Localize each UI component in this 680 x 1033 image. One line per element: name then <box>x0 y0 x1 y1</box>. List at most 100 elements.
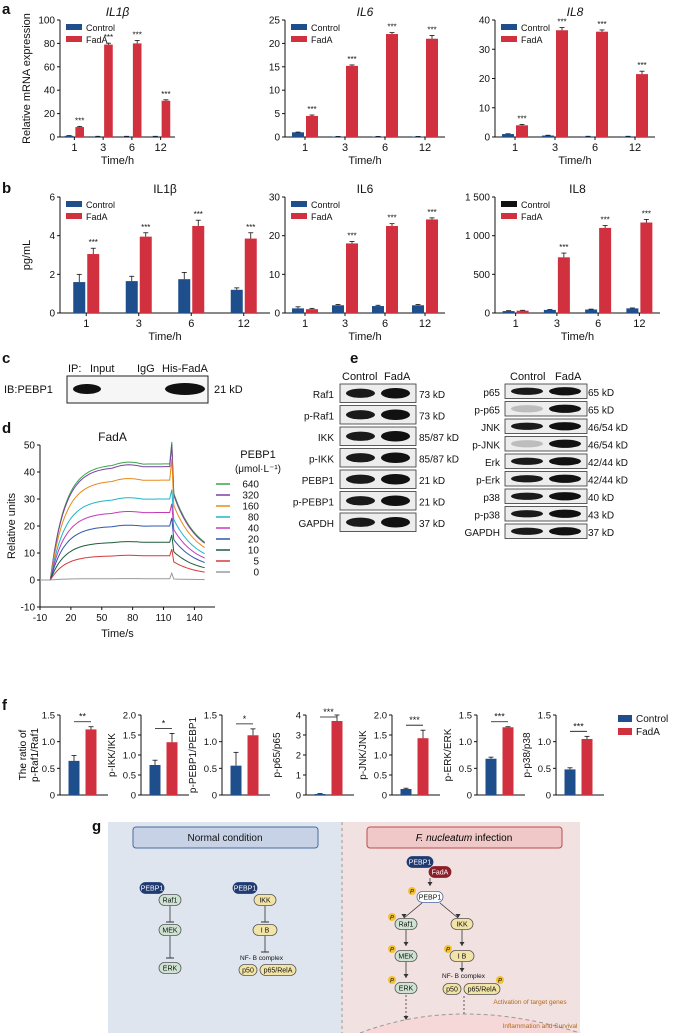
sensorgram-curve-40 <box>40 503 205 581</box>
y-tick-label: 1.5 <box>459 711 472 722</box>
x-tick-label: -10 <box>33 613 48 624</box>
legend-label: Control <box>521 23 550 33</box>
blot-band <box>511 510 543 518</box>
bar-control <box>73 282 86 313</box>
blot-band <box>346 388 375 398</box>
blot-kd-label: 85/87 kD <box>419 433 459 444</box>
significance-mark: *** <box>637 61 646 70</box>
legend-label: FadA <box>86 35 108 45</box>
x-tick-label: 1 <box>71 142 77 154</box>
blot-band <box>511 422 543 430</box>
blot-band <box>549 474 581 483</box>
x-tick-label: 12 <box>633 318 645 330</box>
x-tick-label: 6 <box>188 318 194 330</box>
node-fada <box>428 866 452 878</box>
node-erk <box>158 962 182 974</box>
bar-control <box>542 135 554 137</box>
y-tick-label: 0.5 <box>42 764 55 775</box>
blot-band <box>346 496 375 506</box>
y-tick-label: 30 <box>24 495 36 506</box>
y-tick-label: 0 <box>274 309 280 320</box>
node-ib <box>252 924 278 936</box>
blot-row-label: p-p38 <box>474 510 500 521</box>
blot-band <box>549 404 581 413</box>
bar-fada <box>104 44 113 137</box>
significance-mark: *** <box>347 55 356 64</box>
y-tick-label: 50 <box>24 441 36 452</box>
x-tick-label: 12 <box>419 142 431 154</box>
blot-band <box>381 409 410 421</box>
node-ikk <box>253 894 277 906</box>
blot-kd-label: 73 kD <box>419 390 445 401</box>
blot-band <box>381 452 410 464</box>
legend-swatch <box>618 715 632 722</box>
y-tick-label: 0 <box>274 133 280 144</box>
blot-col-fada: FadA <box>555 371 582 383</box>
y-tick-label: 1.5 <box>123 731 136 742</box>
chart-title: FadA <box>98 430 127 444</box>
significance-mark: *** <box>347 231 356 240</box>
legend-label: FadA <box>521 212 543 222</box>
sensorgram-curve-5 <box>40 548 205 581</box>
legend-label: Control <box>311 23 340 33</box>
bar-fada <box>346 65 358 137</box>
y-tick-label: 20 <box>269 39 281 50</box>
infection-header-italic: F. nucleatum <box>416 833 473 844</box>
x-tick-label: 6 <box>382 142 388 154</box>
blot-col-input: Input <box>90 363 114 375</box>
bar-control <box>292 132 304 137</box>
y-tick-label: 0 <box>50 791 55 802</box>
blot-row-label: JNK <box>481 423 500 434</box>
bar-fada <box>132 43 142 137</box>
significance-mark: *** <box>307 105 316 114</box>
y-tick-label: 20 <box>24 522 36 533</box>
node-ikk-label: IKK <box>259 898 271 905</box>
y-axis-label: p-PEBP1/PEBP1 <box>188 716 199 793</box>
ib-label: IB:PEBP1 <box>4 384 53 396</box>
legend-label: 80 <box>248 513 260 524</box>
bar-control <box>149 765 161 795</box>
y-tick-label: 1.0 <box>123 751 136 762</box>
y-tick-label: 0 <box>546 791 551 802</box>
phospho-dot <box>388 976 396 984</box>
x-tick-label: 3 <box>554 318 560 330</box>
node-mek-label: MEK <box>162 928 178 935</box>
x-tick-label: 3 <box>136 318 142 330</box>
y-tick-label: 0 <box>29 576 35 587</box>
y-tick-label: 40 <box>44 86 56 97</box>
significance-mark: *** <box>494 712 505 722</box>
legend-title: PEBP1 <box>240 449 275 461</box>
bar-fada <box>161 100 171 137</box>
significance-mark: * <box>162 718 166 728</box>
x-tick-label: 20 <box>65 613 77 624</box>
x-tick-label: 6 <box>592 142 598 154</box>
x-axis-label: Time/h <box>558 155 591 167</box>
y-tick-label: 0.5 <box>374 771 387 782</box>
blot-row-label: PEBP1 <box>302 476 335 487</box>
bar-fada <box>596 31 608 138</box>
significance-mark: *** <box>75 116 84 125</box>
y-tick-label: 100 <box>38 16 55 27</box>
y-tick-label: 0 <box>131 791 136 802</box>
blot-col-fada: FadA <box>384 371 411 383</box>
node-p65-label: p65/RelA <box>264 968 293 975</box>
bar-control <box>372 306 384 313</box>
ip-label: IP: <box>68 363 81 375</box>
node-raf1 <box>394 918 418 930</box>
legend-label: Control <box>311 200 340 210</box>
x-axis-label: Time/h <box>561 331 594 343</box>
node-pebp1-label: PEBP1 <box>234 886 257 893</box>
significance-mark: *** <box>559 243 568 252</box>
y-tick-label: 2 <box>296 751 301 762</box>
legend-swatch <box>291 24 307 30</box>
x-tick-label: 3 <box>552 142 558 154</box>
y-tick-label: 80 <box>44 39 56 50</box>
blot-band <box>511 440 543 448</box>
y-tick-label: 500 <box>473 270 490 281</box>
y-tick-label: 0 <box>382 791 387 802</box>
bar-fada <box>516 125 528 137</box>
blot-band <box>346 410 375 420</box>
legend-swatch <box>291 36 307 42</box>
node-erk-label: ERK <box>399 986 414 993</box>
